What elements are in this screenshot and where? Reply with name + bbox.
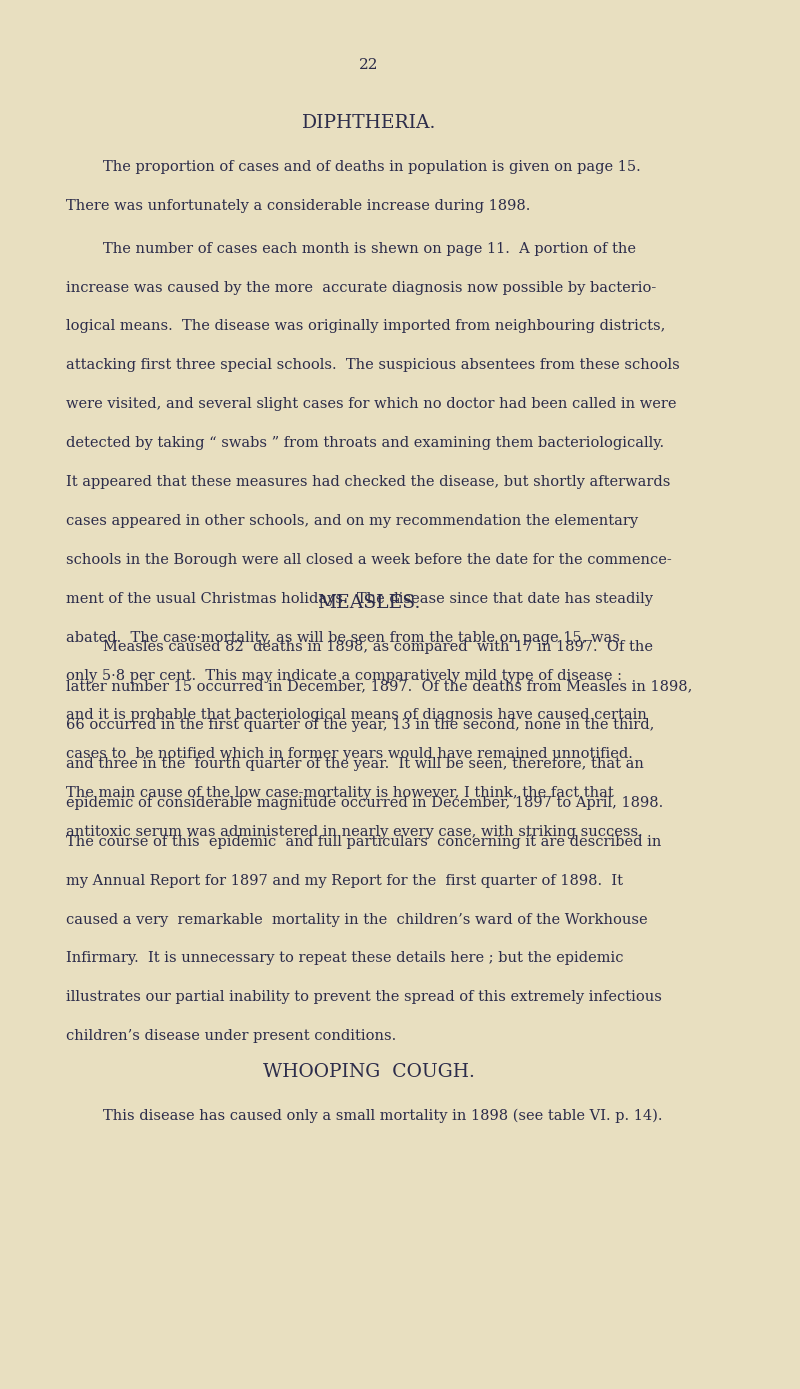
Text: were visited, and several slight cases for which no doctor had been called in we: were visited, and several slight cases f… xyxy=(66,397,677,411)
Text: epidemic of considerable magnitude occurred in December, 1897 to April, 1898.: epidemic of considerable magnitude occur… xyxy=(66,796,664,810)
Text: only 5·8 per cent.  This may indicate a comparatively mild type of disease :: only 5·8 per cent. This may indicate a c… xyxy=(66,669,622,683)
Text: ment of the usual Christmas holidays.  The disease since that date has steadily: ment of the usual Christmas holidays. Th… xyxy=(66,592,654,606)
Text: illustrates our partial inability to prevent the spread of this extremely infect: illustrates our partial inability to pre… xyxy=(66,990,662,1004)
Text: latter number 15 occurred in December, 1897.  Of the deaths from Measles in 1898: latter number 15 occurred in December, 1… xyxy=(66,679,693,693)
Text: This disease has caused only a small mortality in 1898 (see table VI. p. 14).: This disease has caused only a small mor… xyxy=(103,1108,662,1122)
Text: antitoxic serum was administered in nearly every case, with striking success.: antitoxic serum was administered in near… xyxy=(66,825,643,839)
Text: There was unfortunately a considerable increase during 1898.: There was unfortunately a considerable i… xyxy=(66,199,530,213)
Text: children’s disease under present conditions.: children’s disease under present conditi… xyxy=(66,1029,397,1043)
Text: The number of cases each month is shewn on page 11.  A portion of the: The number of cases each month is shewn … xyxy=(103,242,636,256)
Text: and three in the  fourth quarter of the year.  It will be seen, therefore, that : and three in the fourth quarter of the y… xyxy=(66,757,644,771)
Text: 66 occurred in the first quarter of the year, 13 in the second, none in the thir: 66 occurred in the first quarter of the … xyxy=(66,718,654,732)
Text: cases appeared in other schools, and on my recommendation the elementary: cases appeared in other schools, and on … xyxy=(66,514,638,528)
Text: The proportion of cases and of deaths in population is given on page 15.: The proportion of cases and of deaths in… xyxy=(103,160,641,174)
Text: 22: 22 xyxy=(359,58,378,72)
Text: Infirmary.  It is unnecessary to repeat these details here ; but the epidemic: Infirmary. It is unnecessary to repeat t… xyxy=(66,951,624,965)
Text: caused a very  remarkable  mortality in the  children’s ward of the Workhouse: caused a very remarkable mortality in th… xyxy=(66,913,648,926)
Text: schools in the Borough were all closed a week before the date for the commence-: schools in the Borough were all closed a… xyxy=(66,553,672,567)
Text: The course of this  epidemic  and full particulars  concerning it are described : The course of this epidemic and full par… xyxy=(66,835,662,849)
Text: abated.  The case·mortality, as will be seen from the table on page 15, was: abated. The case·mortality, as will be s… xyxy=(66,631,620,644)
Text: DIPHTHERIA.: DIPHTHERIA. xyxy=(302,114,436,132)
Text: my Annual Report for 1897 and my Report for the  first quarter of 1898.  It: my Annual Report for 1897 and my Report … xyxy=(66,874,623,888)
Text: WHOOPING  COUGH.: WHOOPING COUGH. xyxy=(263,1063,475,1081)
Text: detected by taking “ swabs ” from throats and examining them bacteriologically.: detected by taking “ swabs ” from throat… xyxy=(66,436,665,450)
Text: and it is probable that bacteriological means of diagnosis have caused certain: and it is probable that bacteriological … xyxy=(66,708,647,722)
Text: The main cause of the low case-mortality is however, I think, the fact that: The main cause of the low case-mortality… xyxy=(66,786,614,800)
Text: attacking first three special schools.  The suspicious absentees from these scho: attacking first three special schools. T… xyxy=(66,358,680,372)
Text: Measles caused 82  deaths in 1898, as compared  with 17 in 1897.  Of the: Measles caused 82 deaths in 1898, as com… xyxy=(103,640,654,654)
Text: MEASLES.: MEASLES. xyxy=(318,594,421,613)
Text: increase was caused by the more  accurate diagnosis now possible by bacterio-: increase was caused by the more accurate… xyxy=(66,281,657,294)
Text: logical means.  The disease was originally imported from neighbouring districts,: logical means. The disease was originall… xyxy=(66,319,666,333)
Text: It appeared that these measures had checked the disease, but shortly afterwards: It appeared that these measures had chec… xyxy=(66,475,670,489)
Text: cases to  be notified which in former years would have remained unnotified.: cases to be notified which in former yea… xyxy=(66,747,634,761)
